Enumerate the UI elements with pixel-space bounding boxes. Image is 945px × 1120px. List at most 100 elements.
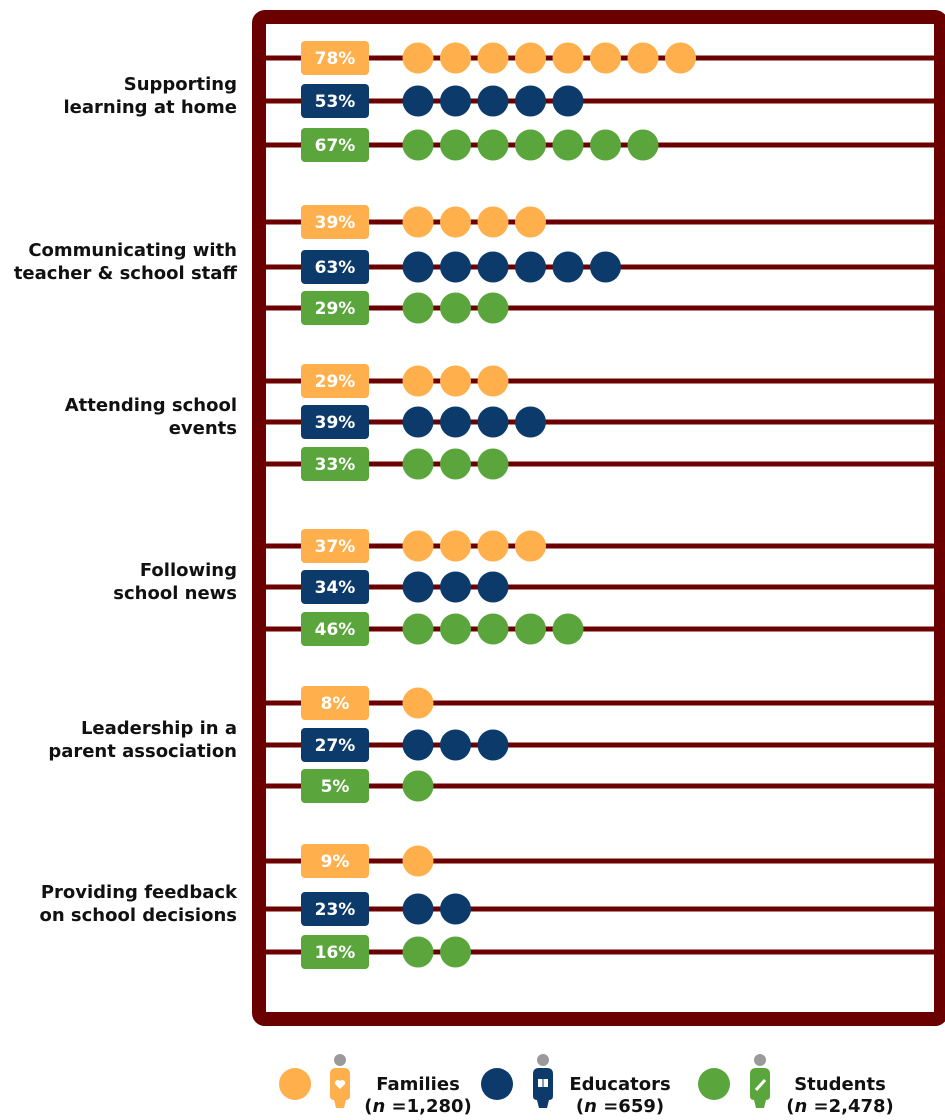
pencil-icon	[754, 1078, 767, 1092]
bead-supporting-learning-at-home-educators	[402, 85, 434, 117]
bead-supporting-learning-at-home-families	[552, 42, 584, 74]
bead-attending-school-events-educators	[515, 406, 546, 438]
bead-communicating-with-teacher-and-school-staff-families	[515, 206, 546, 238]
bead-attending-school-events-educators	[402, 406, 434, 438]
legend-swatch-students	[698, 1068, 730, 1100]
bead-following-school-news-educators	[477, 571, 509, 603]
value-badge-supporting-learning-at-home-students	[301, 128, 369, 162]
bead-following-school-news-students	[477, 613, 509, 645]
legend-swatch-families	[279, 1068, 311, 1100]
bead-attending-school-events-families	[402, 365, 434, 397]
person-body-icon	[750, 1068, 770, 1108]
bead-supporting-learning-at-home-educators	[477, 85, 509, 117]
value-badge-leadership-in-a-parent-association-educators	[301, 728, 369, 762]
bead-following-school-news-students	[440, 613, 471, 645]
bead-communicating-with-teacher-and-school-staff-educators	[440, 251, 471, 283]
bead-following-school-news-students	[515, 613, 546, 645]
category-label-leadership-in-a-parent-association: Leadership in a parent association	[48, 718, 237, 762]
value-label-attending-school-events-students: 33%	[315, 455, 356, 475]
value-label-attending-school-events-families: 29%	[315, 372, 356, 392]
bead-communicating-with-teacher-and-school-staff-students	[402, 292, 434, 324]
value-badge-leadership-in-a-parent-association-families	[301, 686, 369, 720]
bead-attending-school-events-students	[440, 448, 471, 480]
legend-n-educators: (n =659)	[576, 1096, 664, 1117]
bead-communicating-with-teacher-and-school-staff-educators	[590, 251, 621, 283]
bead-communicating-with-teacher-and-school-staff-educators	[515, 251, 546, 283]
bead-following-school-news-educators	[402, 571, 434, 603]
value-badge-attending-school-events-educators	[301, 405, 369, 439]
bead-providing-feedback-on-school-decisions-educators	[440, 893, 471, 925]
value-badge-providing-feedback-on-school-decisions-educators	[301, 892, 369, 926]
bead-providing-feedback-on-school-decisions-families	[402, 845, 434, 877]
person-head-icon	[754, 1054, 766, 1066]
abacus-frame	[252, 10, 945, 1026]
bead-following-school-news-educators	[440, 571, 471, 603]
category-label-supporting-learning-at-home: Supporting learning at home	[63, 74, 237, 118]
person-body-icon	[533, 1068, 553, 1108]
bead-following-school-news-students	[552, 613, 584, 645]
bead-attending-school-events-families	[440, 365, 471, 397]
bead-supporting-learning-at-home-families	[440, 42, 471, 74]
bead-following-school-news-families	[402, 530, 434, 562]
value-badge-communicating-with-teacher-and-school-staff-families	[301, 205, 369, 239]
bead-supporting-learning-at-home-students	[515, 129, 546, 161]
value-label-following-school-news-students: 46%	[315, 620, 356, 640]
bead-attending-school-events-educators	[477, 406, 509, 438]
bead-leadership-in-a-parent-association-educators	[402, 729, 434, 761]
bead-following-school-news-families	[477, 530, 509, 562]
legend-n-families: (n =1,280)	[364, 1096, 472, 1117]
value-label-leadership-in-a-parent-association-families: 8%	[321, 694, 350, 714]
value-label-leadership-in-a-parent-association-students: 5%	[321, 777, 350, 797]
bead-following-school-news-families	[440, 530, 471, 562]
bead-communicating-with-teacher-and-school-staff-students	[477, 292, 509, 324]
value-badge-leadership-in-a-parent-association-students	[301, 769, 369, 803]
value-badge-providing-feedback-on-school-decisions-families	[301, 844, 369, 878]
bead-leadership-in-a-parent-association-educators	[477, 729, 509, 761]
value-badge-supporting-learning-at-home-educators	[301, 84, 369, 118]
person-head-icon	[537, 1054, 549, 1066]
value-badge-communicating-with-teacher-and-school-staff-students	[301, 291, 369, 325]
category-label-providing-feedback-on-school-decisions: Providing feedback on school decisions	[39, 882, 238, 926]
bead-communicating-with-teacher-and-school-staff-families	[477, 206, 509, 238]
value-badge-attending-school-events-families	[301, 364, 369, 398]
bead-following-school-news-families	[515, 530, 546, 562]
value-label-providing-feedback-on-school-decisions-families: 9%	[321, 852, 350, 872]
value-badge-attending-school-events-students	[301, 447, 369, 481]
bead-providing-feedback-on-school-decisions-students	[402, 936, 434, 968]
bead-attending-school-events-students	[402, 448, 434, 480]
bead-supporting-learning-at-home-students	[402, 129, 434, 161]
value-badge-following-school-news-educators	[301, 570, 369, 604]
bead-communicating-with-teacher-and-school-staff-families	[440, 206, 471, 238]
bead-supporting-learning-at-home-educators	[440, 85, 471, 117]
value-badge-following-school-news-students	[301, 612, 369, 646]
bead-supporting-learning-at-home-students	[440, 129, 471, 161]
value-label-providing-feedback-on-school-decisions-students: 16%	[315, 943, 356, 963]
legend-item-educators: Educators(n =659)	[481, 1054, 671, 1117]
bead-providing-feedback-on-school-decisions-educators	[402, 893, 434, 925]
value-label-following-school-news-educators: 34%	[315, 578, 356, 598]
person-head-icon	[334, 1054, 346, 1066]
bead-supporting-learning-at-home-families	[515, 42, 546, 74]
bead-communicating-with-teacher-and-school-staff-educators	[552, 251, 584, 283]
value-label-leadership-in-a-parent-association-educators: 27%	[315, 736, 356, 756]
legend-n-students: (n =2,478)	[786, 1096, 894, 1117]
value-label-following-school-news-families: 37%	[315, 537, 356, 557]
bead-following-school-news-students	[402, 613, 434, 645]
legend-label-educators: Educators	[569, 1074, 670, 1095]
value-label-supporting-learning-at-home-families: 78%	[315, 49, 356, 69]
bead-supporting-learning-at-home-families	[477, 42, 509, 74]
bead-attending-school-events-students	[477, 448, 509, 480]
category-label-following-school-news: Following school news	[113, 560, 237, 604]
bead-supporting-learning-at-home-students	[477, 129, 509, 161]
bead-providing-feedback-on-school-decisions-students	[440, 936, 471, 968]
value-badge-communicating-with-teacher-and-school-staff-educators	[301, 250, 369, 284]
bead-leadership-in-a-parent-association-educators	[440, 729, 471, 761]
value-badge-providing-feedback-on-school-decisions-students	[301, 935, 369, 969]
bead-communicating-with-teacher-and-school-staff-educators	[477, 251, 509, 283]
value-label-supporting-learning-at-home-educators: 53%	[315, 92, 356, 112]
legend-label-students: Students	[794, 1074, 886, 1095]
category-label-attending-school-events: Attending school events	[65, 395, 237, 439]
bead-supporting-learning-at-home-families	[627, 42, 659, 74]
bead-supporting-learning-at-home-families	[665, 42, 696, 74]
bead-leadership-in-a-parent-association-students	[402, 770, 434, 802]
